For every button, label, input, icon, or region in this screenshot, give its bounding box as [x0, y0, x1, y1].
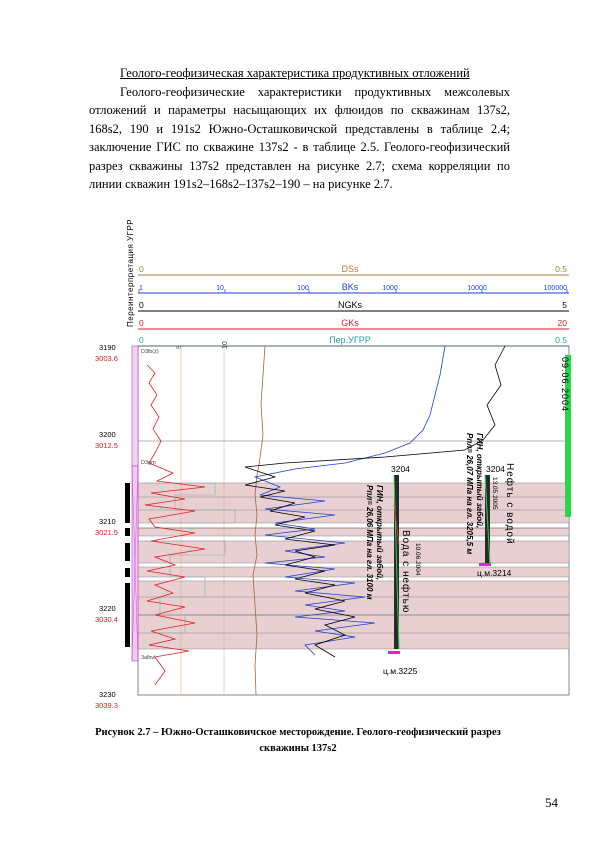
- depth-tvd-3012: 3012.5: [95, 441, 118, 450]
- section-heading: Геолого-геофизическая характеристика про…: [120, 66, 470, 80]
- depth-tvd-3039: 3039.3: [95, 701, 118, 710]
- figure-caption: Рисунок 2.7 – Южно-Осташковичское местор…: [60, 725, 536, 757]
- body-paragraph: Геолого-геофизические характеристики про…: [89, 85, 510, 192]
- figure-vertical-title: Переинтерпретация УГРР: [126, 219, 135, 327]
- depth-md-3230: 3230: [99, 690, 116, 699]
- dss-label: DSs: [341, 264, 359, 274]
- bk-curve: [253, 345, 446, 656]
- depth-md-3210: 3210: [99, 517, 116, 526]
- ugrr-min: 0: [139, 335, 144, 345]
- test2-date: 13.05.2005: [491, 477, 498, 510]
- test2-top: 3204: [486, 464, 505, 474]
- depth-md-3200: 3200: [99, 430, 116, 439]
- caption-line-2: скважины 137s2: [259, 743, 337, 754]
- strat-label-bottom: 3albvl: [141, 655, 155, 661]
- scale-mark-5: 5: [177, 345, 183, 349]
- ngk-curve: [244, 345, 506, 658]
- test1-bottom: ц.м.3225: [383, 666, 418, 676]
- date-bar-label: 09.06.2004: [560, 357, 570, 412]
- ds-curve: [252, 345, 266, 696]
- gk-curve: [144, 364, 206, 686]
- well-log-figure: Переинтерпретация УГРР 0 DSs 0.5 1 10 10…: [95, 219, 571, 710]
- gks-max: 20: [558, 318, 568, 328]
- ngks-max: 5: [562, 300, 567, 310]
- bks-tick-1000: 1000: [382, 285, 398, 292]
- bks-max: 100000: [544, 285, 567, 292]
- caption-line-1: Рисунок 2.7 – Южно-Осташковичское местор…: [95, 727, 501, 738]
- ngks-min: 0: [139, 300, 144, 310]
- ngks-label: NGKs: [338, 300, 363, 310]
- test2-note1: ГИН, открытый забой,: [475, 433, 484, 528]
- test1-result: Вода с нефтью: [400, 530, 412, 613]
- bks-tick-10: 10: [216, 285, 224, 292]
- gks-min: 0: [139, 318, 144, 328]
- depth-tvd-3003: 3003.6: [95, 354, 118, 363]
- ugrr-max: 0.5: [555, 335, 567, 345]
- test2-bottom: ц.м.3214: [477, 568, 512, 578]
- depth-md-3220: 3220: [99, 604, 116, 613]
- bks-label: BKs: [342, 282, 359, 292]
- depth-md-3190: 3190: [99, 343, 116, 352]
- dss-max: 0.5: [555, 264, 567, 274]
- test2-note2: Рпл= 26,07 МПа на гл. 3205,5 м: [465, 433, 474, 554]
- depth-tvd-3030: 3030.4: [95, 615, 118, 624]
- test1-date: 10.06.2004: [414, 543, 421, 576]
- test1-note2: Рпл= 26,06 МПа на гл. 3100 м: [365, 485, 374, 600]
- ugrr-label: Пер.УГРР: [329, 335, 371, 345]
- bks-tick-100: 100: [297, 285, 309, 292]
- bks-tick-10000: 10000: [467, 285, 487, 292]
- test1-top: 3204: [391, 464, 410, 474]
- page-number: 54: [545, 795, 558, 810]
- strat-label-top: D3lb(z): [141, 349, 159, 355]
- depth-tvd-3021: 3021.5: [95, 528, 118, 537]
- gks-label: GKs: [341, 318, 359, 328]
- test2-result: Нефть с водой: [504, 463, 516, 545]
- scale-mark-10: 10: [222, 341, 229, 349]
- test1-note1: ГИН, открытый забой,: [375, 485, 384, 580]
- bks-min: 1: [139, 285, 143, 292]
- dss-min: 0: [139, 264, 144, 274]
